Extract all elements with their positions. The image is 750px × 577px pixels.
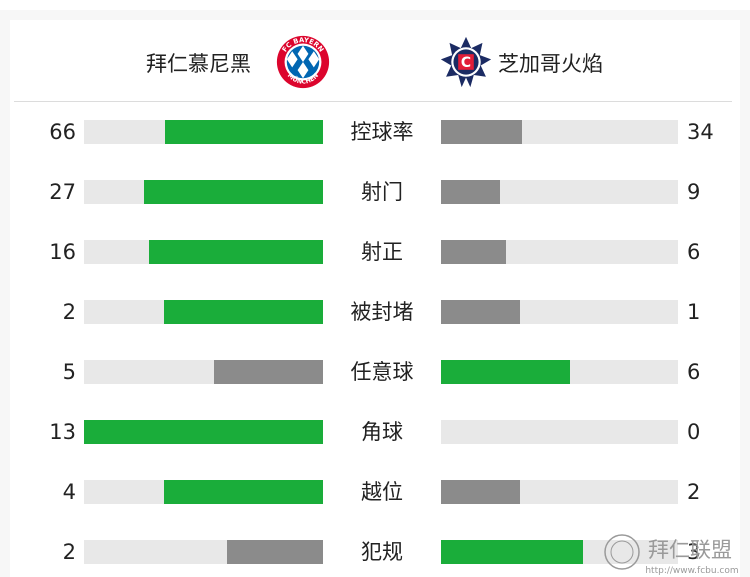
away-stat-bar xyxy=(441,300,520,324)
away-team-name[interactable]: 芝加哥火焰 xyxy=(498,52,603,76)
home-stat-bar xyxy=(214,360,323,384)
home-stat-track xyxy=(84,540,323,564)
away-stat-value: 1 xyxy=(687,300,701,324)
watermark-brand: 拜仁联盟 xyxy=(648,538,732,562)
home-stat-bar xyxy=(227,540,323,564)
away-stat-bar xyxy=(441,480,520,504)
home-stat-bar xyxy=(149,240,323,264)
stat-label: 任意球 xyxy=(350,360,414,384)
home-stat-bar xyxy=(165,120,323,144)
away-stat-bar xyxy=(441,240,506,264)
stat-row: 16 射正 6 xyxy=(10,240,740,266)
page-frame: 拜仁慕尼黑 FC BAYERN MÜNCHEN xyxy=(0,10,750,577)
home-stat-value: 13 xyxy=(49,420,76,444)
away-stat-track xyxy=(441,240,678,264)
stat-row: 5 任意球 6 xyxy=(10,360,740,386)
stat-label: 控球率 xyxy=(350,120,414,144)
stat-row: 27 射门 9 xyxy=(10,180,740,206)
home-stat-track xyxy=(84,180,323,204)
header-divider xyxy=(14,101,732,102)
home-stat-bar xyxy=(84,420,323,444)
home-stat-bar xyxy=(164,480,323,504)
home-stat-track xyxy=(84,480,323,504)
home-stat-value: 2 xyxy=(62,300,76,324)
away-stat-bar xyxy=(441,540,583,564)
watermark-url: http://www.fcbu.com xyxy=(645,566,738,576)
away-stat-value: 6 xyxy=(687,360,701,384)
away-stat-value: 2 xyxy=(687,480,701,504)
home-stat-bar xyxy=(144,180,323,204)
away-stat-value: 9 xyxy=(687,180,701,204)
home-stat-value: 4 xyxy=(62,480,76,504)
home-stat-value: 66 xyxy=(49,120,76,144)
home-stat-value: 2 xyxy=(62,540,76,564)
stat-label: 越位 xyxy=(361,480,403,504)
fcbu-watermark: 拜仁联盟 http://www.fcbu.com xyxy=(604,534,739,576)
match-stats-card: 拜仁慕尼黑 FC BAYERN MÜNCHEN xyxy=(10,20,740,577)
away-stat-track xyxy=(441,360,678,384)
stat-label: 射门 xyxy=(361,180,403,204)
away-stat-bar xyxy=(441,180,500,204)
away-stat-track xyxy=(441,420,678,444)
stat-row: 66 控球率 34 xyxy=(10,120,740,146)
away-stat-track xyxy=(441,300,678,324)
home-stat-value: 27 xyxy=(49,180,76,204)
away-stat-bar xyxy=(441,360,570,384)
stat-label: 被封堵 xyxy=(350,300,414,324)
home-stat-track xyxy=(84,420,323,444)
stat-row: 2 被封堵 1 xyxy=(10,300,740,326)
away-stat-bar xyxy=(441,120,522,144)
away-stat-track xyxy=(441,120,678,144)
home-stat-value: 5 xyxy=(62,360,76,384)
stat-label: 射正 xyxy=(361,240,403,264)
stat-label: 角球 xyxy=(361,420,403,444)
home-stat-track xyxy=(84,120,323,144)
bayern-logo-icon[interactable]: FC BAYERN MÜNCHEN xyxy=(276,35,330,89)
away-stat-track xyxy=(441,480,678,504)
away-stat-value: 0 xyxy=(687,420,701,444)
teams-header: 拜仁慕尼黑 FC BAYERN MÜNCHEN xyxy=(10,20,740,100)
home-team-name[interactable]: 拜仁慕尼黑 xyxy=(146,52,251,76)
home-stat-track xyxy=(84,300,323,324)
svg-text:C: C xyxy=(461,55,471,71)
home-stat-track xyxy=(84,240,323,264)
home-stat-bar xyxy=(164,300,323,324)
away-stat-value: 3 xyxy=(687,540,701,564)
away-stat-value: 6 xyxy=(687,240,701,264)
away-stat-value: 34 xyxy=(687,120,714,144)
stat-label: 犯规 xyxy=(361,540,403,564)
stat-row: 13 角球 0 xyxy=(10,420,740,446)
stat-row: 4 越位 2 xyxy=(10,480,740,506)
home-stat-track xyxy=(84,360,323,384)
home-stat-value: 16 xyxy=(49,240,76,264)
chicago-fire-logo-icon[interactable]: C xyxy=(440,36,492,88)
away-stat-track xyxy=(441,180,678,204)
